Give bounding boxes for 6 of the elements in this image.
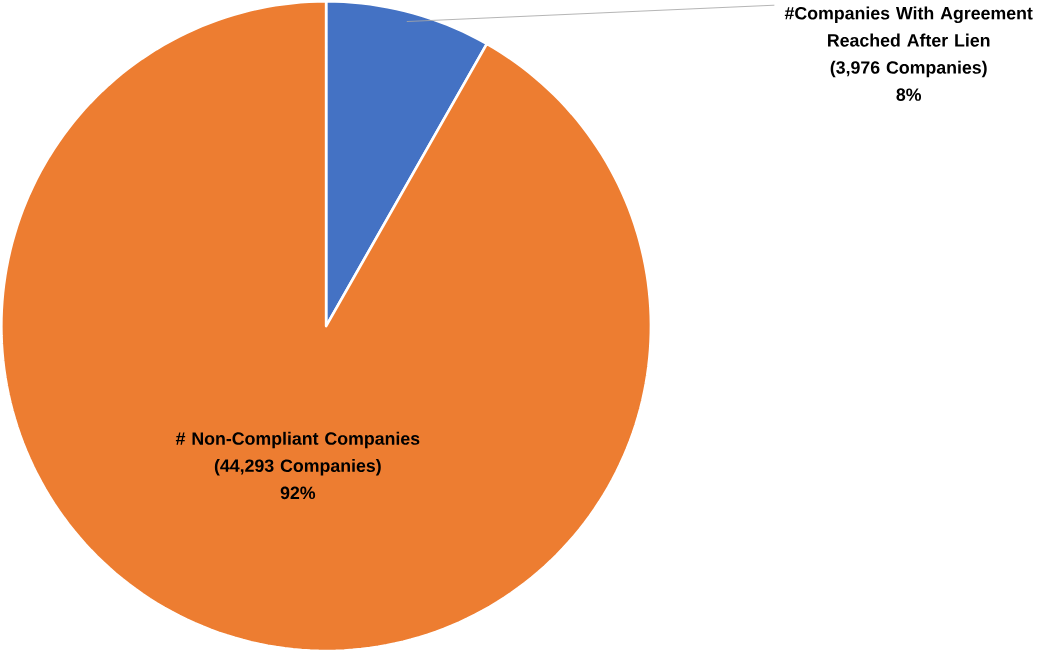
text: 92% xyxy=(280,486,316,500)
slice-label: #Companies With Agreement Reached After Lien xyxy=(784,6,1033,47)
data-label: (44,293 Companies) xyxy=(214,458,381,476)
data-label: (3,976 Companies) xyxy=(830,60,987,78)
slice-label: # Non-Compliant Companies xyxy=(175,431,420,449)
text: 8% xyxy=(896,88,922,101)
